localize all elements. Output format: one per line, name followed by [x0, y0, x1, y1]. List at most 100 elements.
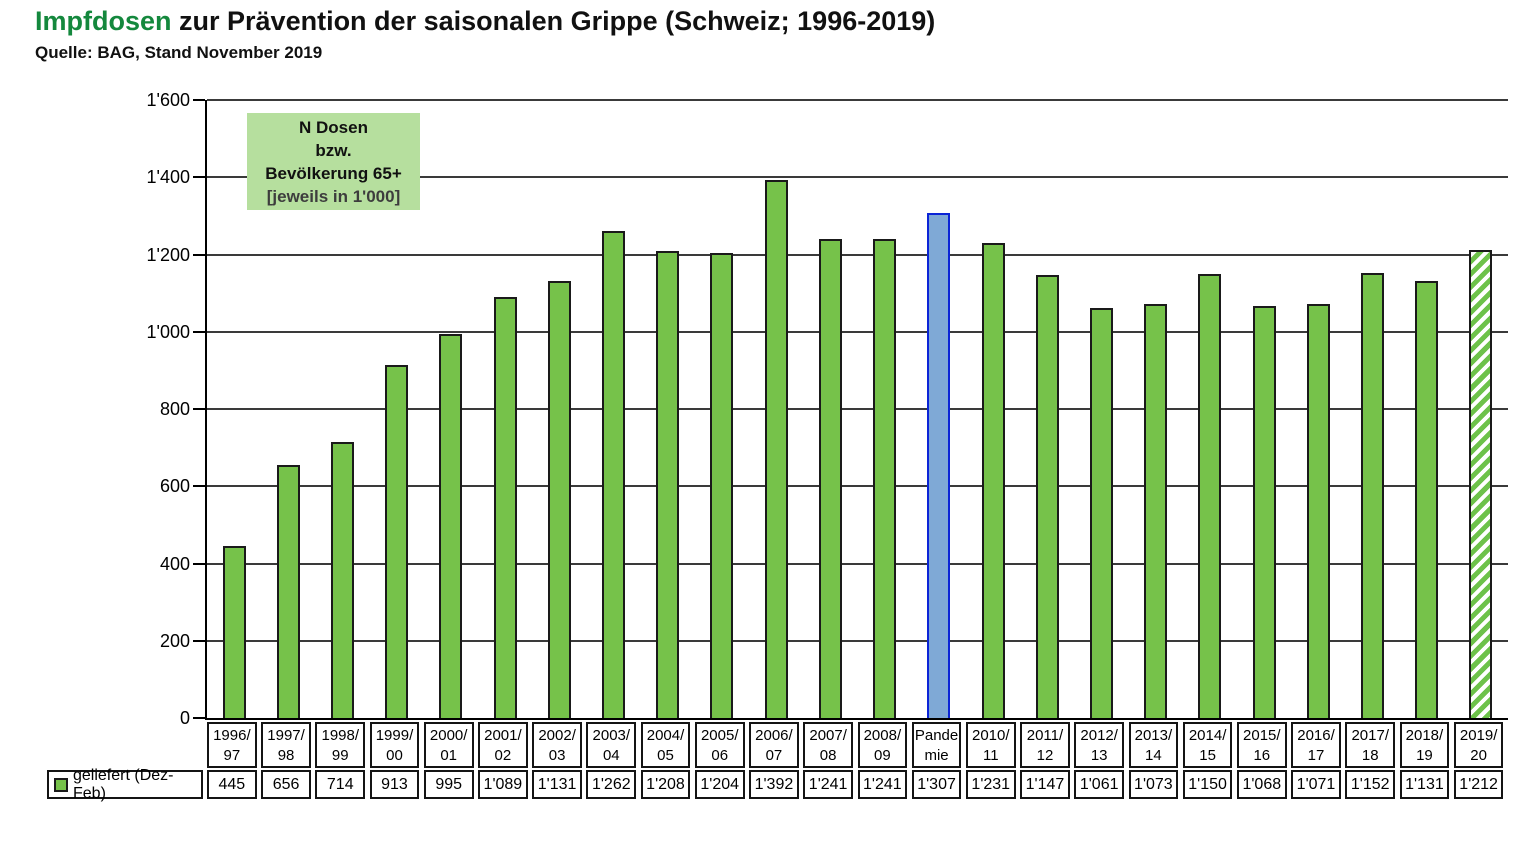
x-label-line: 09 [874, 747, 891, 764]
value-cell-1999-00: 913 [369, 770, 420, 799]
x-label-cell-2001-02: 2001/02 [478, 722, 528, 768]
x-label-line: 2005/ [700, 727, 739, 744]
x-label-line: Pande [914, 727, 959, 744]
chart-source-subtitle: Quelle: BAG, Stand November 2019 [35, 43, 323, 62]
x-label-line: 19 [1416, 747, 1433, 764]
value-cell-2002-03: 1'131 [532, 770, 582, 799]
value-cell-1997-98: 656 [261, 770, 311, 799]
value-cell-2019-20: 1'212 [1453, 770, 1504, 799]
value-cell-2013-14: 1'073 [1128, 770, 1179, 799]
page-title: Impfdosen zur Prävention der saisonalen … [35, 6, 935, 37]
x-label-line: 2016/ [1297, 727, 1335, 744]
annotation-line: N Dosen [299, 117, 368, 137]
bar-2005-06 [710, 252, 734, 718]
x-label-cell-1998-99: 1998/99 [315, 722, 366, 768]
value-cell-2012-13: 1'061 [1074, 770, 1125, 799]
y-axis-tick [193, 176, 205, 179]
bar-2008-09 [873, 238, 897, 718]
x-label-line: 06 [711, 747, 729, 764]
value-cell-2004-05: 1'208 [640, 770, 691, 799]
y-axis-tick [193, 485, 205, 488]
x-label-line: 2011/ [1026, 727, 1064, 744]
y-axis-tick [193, 408, 205, 410]
x-label-cell-2005-06: 2005/06 [694, 722, 745, 768]
x-label-line: 2002/ [538, 727, 576, 744]
y-tick-label: 400 [159, 553, 190, 574]
x-label-cell-2007-08: 2007/08 [803, 722, 853, 768]
y-axis-tick [193, 253, 205, 256]
x-label-line: 20 [1470, 747, 1487, 764]
x-label-line: 2007/ [809, 727, 847, 744]
annotation-box: N Dosen bzw. Bevölkerung 65+ [jeweils in… [247, 113, 420, 210]
x-label-line: 2014/ [1188, 727, 1227, 744]
x-label-cell-2004-05: 2004/05 [640, 722, 691, 768]
bar-2004-05 [656, 251, 680, 718]
bar-2003-04 [602, 230, 626, 718]
bar-2016-17 [1306, 304, 1330, 718]
x-label-cell-2010-11: 2010/11 [965, 722, 1016, 768]
x-label-line: 18 [1361, 747, 1379, 764]
gridline-800 [207, 408, 1508, 410]
y-tick-label: 1'000 [146, 321, 190, 342]
series-swatch-icon [54, 777, 68, 792]
x-label-line: 2008/ [863, 727, 902, 744]
bar-2006-07 [764, 180, 788, 718]
value-cell-2005-06: 1'204 [694, 770, 745, 799]
value-cell-2014-15: 1'150 [1182, 770, 1233, 799]
x-label-line: 2013/ [1134, 727, 1173, 744]
title-highlight: Impfdosen [35, 6, 172, 36]
bar-2019-20 [1469, 249, 1493, 718]
value-cell-2003-04: 1'262 [586, 770, 637, 799]
bar-2010-11 [981, 242, 1005, 718]
x-label-line: 1996/ [213, 727, 251, 744]
x-label-cell-1996-97: 1996/97 [207, 722, 257, 768]
x-label-line: 14 [1145, 747, 1162, 764]
value-cell-2006-07: 1'392 [749, 770, 799, 799]
x-label-line: 16 [1253, 747, 1271, 764]
x-label-cell-2016-17: 2016/17 [1291, 722, 1341, 768]
y-axis-tick [193, 330, 205, 333]
y-tick-label: 1'400 [146, 167, 190, 188]
x-label-cell-2002-03: 2002/03 [532, 722, 582, 768]
x-label-cell-2012-13: 2012/13 [1074, 722, 1125, 768]
x-label-line: 2012/ [1080, 727, 1118, 744]
value-cell-2016-17: 1'071 [1291, 770, 1341, 799]
x-label-line: 2019/ [1459, 727, 1498, 744]
gridline-400 [207, 562, 1508, 565]
bar-1997-98 [276, 464, 300, 718]
value-cell-2011-12: 1'147 [1020, 770, 1070, 799]
value-cell-pandemie: 1'307 [911, 770, 962, 799]
x-label-line: 17 [1307, 747, 1325, 764]
x-label-line: 11 [982, 747, 999, 764]
bar-2000-01 [439, 333, 463, 718]
bar-2013-14 [1144, 303, 1168, 718]
x-label-cell-1999-00: 1999/00 [369, 722, 420, 768]
x-label-line: 01 [440, 747, 458, 764]
gridline-1400 [207, 176, 1508, 179]
value-cell-2015-16: 1'068 [1236, 770, 1287, 799]
gridline-1600 [207, 99, 1508, 101]
x-label-line: 2004/ [646, 727, 685, 744]
bar-pandemie [927, 213, 951, 718]
value-cell-1998-99: 714 [315, 770, 366, 799]
bar-1999-00 [385, 365, 409, 718]
x-label-cell-2017-18: 2017/18 [1345, 722, 1396, 768]
value-cell-2001-02: 1'089 [478, 770, 528, 799]
x-label-line: 99 [331, 747, 349, 764]
x-label-line: 04 [602, 747, 620, 764]
plot-area [205, 99, 1508, 720]
gridline-600 [207, 485, 1508, 488]
x-label-line: 12 [1036, 747, 1054, 764]
y-tick-label: 800 [159, 399, 190, 419]
x-label-line: 2001/ [484, 727, 522, 744]
y-axis-tick [193, 562, 205, 565]
bar-2007-08 [818, 238, 842, 718]
y-tick-label: 1'200 [146, 244, 190, 265]
bar-2014-15 [1198, 273, 1222, 718]
x-label-line: 1999/ [375, 727, 414, 744]
x-label-line: 2006/ [755, 727, 793, 744]
x-label-line: 13 [1090, 747, 1108, 764]
x-label-cell-2018-19: 2018/19 [1399, 722, 1450, 768]
annotation-line: bzw. [315, 140, 352, 160]
x-label-cell-2015-16: 2015/16 [1236, 722, 1287, 768]
